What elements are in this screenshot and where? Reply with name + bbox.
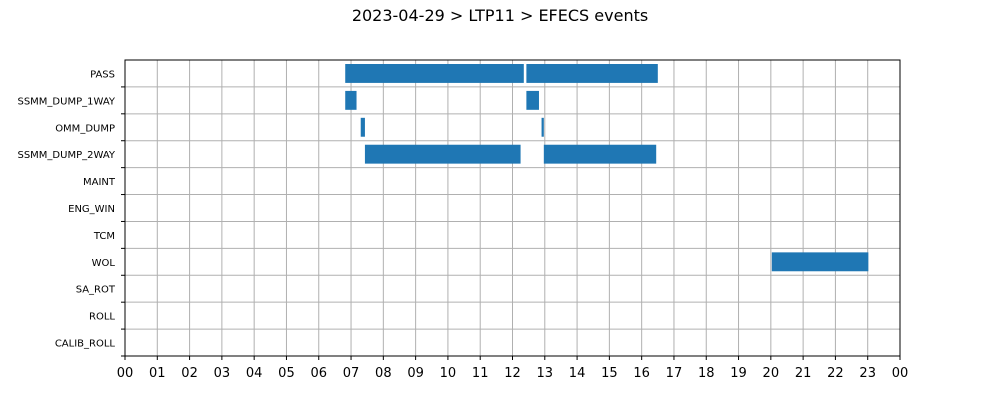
y-axis: PASS SSMM_DUMP_1WAY OMM_DUMP SSMM_DUMP_2WAY… bbox=[17, 69, 125, 357]
y-tick-label: PASS bbox=[90, 69, 115, 80]
event-bar-ssmm-dump-1way bbox=[345, 90, 357, 110]
y-tick-label: OMM_DUMP bbox=[55, 123, 115, 134]
y-tick-label: CALIB_ROLL bbox=[55, 339, 116, 350]
x-tick-label: 20 bbox=[763, 366, 780, 381]
event-bar-ssmm-dump-1way bbox=[526, 90, 539, 110]
y-tick-label: ROLL bbox=[89, 312, 115, 323]
x-tick-label: 04 bbox=[246, 366, 263, 381]
event-bar-omm-dump bbox=[541, 117, 544, 137]
event-bar-wol bbox=[771, 252, 869, 272]
x-tick-label: 01 bbox=[149, 366, 166, 381]
x-tick-label: 09 bbox=[407, 366, 424, 381]
chart-title: 2023-04-29 > LTP11 > EFECS events bbox=[351, 6, 649, 25]
x-tick-label: 13 bbox=[537, 366, 554, 381]
event-bar-pass bbox=[345, 64, 524, 83]
event-bar-ssmm-dump-2way bbox=[364, 144, 521, 164]
event-bar-omm-dump bbox=[360, 117, 365, 137]
x-tick-label: 06 bbox=[310, 366, 327, 381]
y-tick-label: SSMM_DUMP_2WAY bbox=[17, 150, 115, 161]
x-tick-label: 00 bbox=[117, 366, 134, 381]
x-tick-label: 02 bbox=[181, 366, 198, 381]
x-tick-label: 07 bbox=[343, 366, 360, 381]
x-tick-label: 15 bbox=[601, 366, 618, 381]
x-tick-label: 11 bbox=[472, 366, 489, 381]
event-bar-pass bbox=[526, 64, 658, 83]
x-tick-label: 05 bbox=[278, 366, 295, 381]
x-tick-label: 16 bbox=[633, 366, 650, 381]
x-tick-label: 12 bbox=[504, 366, 521, 381]
event-bar-ssmm-dump-2way bbox=[543, 144, 657, 164]
x-tick-label: 19 bbox=[730, 366, 747, 381]
x-tick-label: 21 bbox=[795, 366, 812, 381]
x-tick-label: 08 bbox=[375, 366, 392, 381]
event-bars bbox=[345, 64, 869, 272]
x-axis: 00 01 02 03 04 05 06 07 08 09 10 11 12 13 14 15 16 17 18 19… bbox=[117, 356, 909, 381]
x-tick-label: 17 bbox=[666, 366, 683, 381]
y-tick-label: MAINT bbox=[83, 177, 116, 188]
x-tick-label: 03 bbox=[214, 366, 231, 381]
y-tick-label: ENG_WIN bbox=[68, 204, 115, 215]
y-tick-label: WOL bbox=[92, 258, 116, 269]
grid bbox=[124, 60, 901, 357]
x-tick-label: 18 bbox=[698, 366, 715, 381]
y-tick-label: SA_ROT bbox=[76, 285, 116, 296]
x-tick-label: 10 bbox=[440, 366, 457, 381]
x-tick-label: 23 bbox=[859, 366, 876, 381]
y-tick-label: SSMM_DUMP_1WAY bbox=[17, 96, 115, 107]
x-tick-label: 22 bbox=[827, 366, 844, 381]
x-tick-label: 00 bbox=[892, 366, 909, 381]
x-tick-label: 14 bbox=[569, 366, 586, 381]
y-tick-label: TCM bbox=[93, 231, 115, 242]
